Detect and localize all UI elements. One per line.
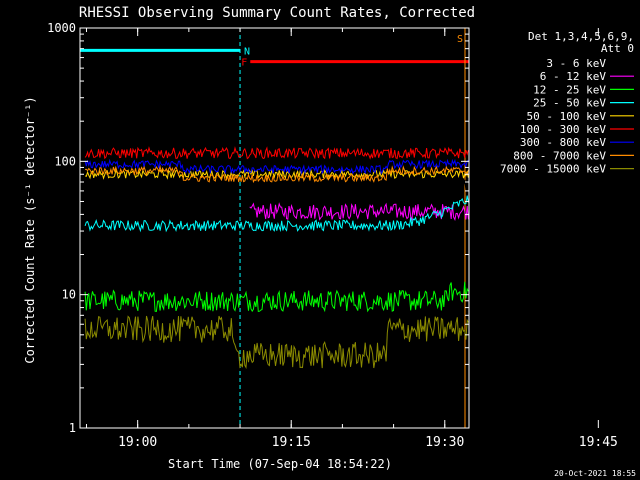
series-line xyxy=(84,195,469,233)
chart-title: RHESSI Observing Summary Count Rates, Co… xyxy=(79,5,475,21)
x-tick-label: 19:30 xyxy=(425,435,464,450)
series-line xyxy=(249,177,469,195)
y-tick-label: 1000 xyxy=(47,21,76,35)
series-line xyxy=(84,281,469,313)
legend-label: 7000 - 15000 keV xyxy=(500,163,606,176)
legend-header-line-2: Att 0 xyxy=(601,42,634,55)
y-tick-label: 100 xyxy=(54,154,76,168)
legend-label: 800 - 7000 keV xyxy=(513,149,606,162)
legend-header-line-1: Det 1,3,4,5,6,9, xyxy=(528,30,634,43)
y-tick-label: 1 xyxy=(69,421,76,435)
series-line xyxy=(84,315,469,370)
series-line xyxy=(84,158,469,176)
flag-label: N xyxy=(244,46,250,57)
x-tick-label: 19:15 xyxy=(272,435,311,450)
x-axis-label: Start Time (07-Sep-04 18:54:22) xyxy=(168,457,392,471)
y-axis-label: Corrected Count Rate (s⁻¹ detector⁻¹) xyxy=(23,96,37,363)
flag-label: F xyxy=(241,58,247,69)
legend-label: 12 - 25 keV xyxy=(533,83,606,96)
axis-ticks: 110100100019:0019:1519:3019:4520:0020:15… xyxy=(47,21,618,450)
x-tick-label: 19:00 xyxy=(118,435,157,450)
legend-label: 25 - 50 keV xyxy=(533,97,606,110)
x-tick-label: 19:45 xyxy=(579,435,618,450)
timestamp: 20-Oct-2021 18:55 xyxy=(554,469,636,478)
legend-label: 6 - 12 keV xyxy=(540,70,607,83)
y-tick-label: 10 xyxy=(62,288,76,302)
legend-label: 300 - 800 keV xyxy=(520,136,606,149)
legend-label: 100 - 300 keV xyxy=(520,123,606,136)
plot-frame xyxy=(79,27,470,429)
legend-label: 3 - 6 keV xyxy=(546,57,606,70)
flag-label: S xyxy=(457,34,463,45)
legend-label: 50 - 100 keV xyxy=(527,110,607,123)
series-line xyxy=(84,146,469,160)
series-line xyxy=(85,164,469,184)
series-line xyxy=(249,202,469,222)
